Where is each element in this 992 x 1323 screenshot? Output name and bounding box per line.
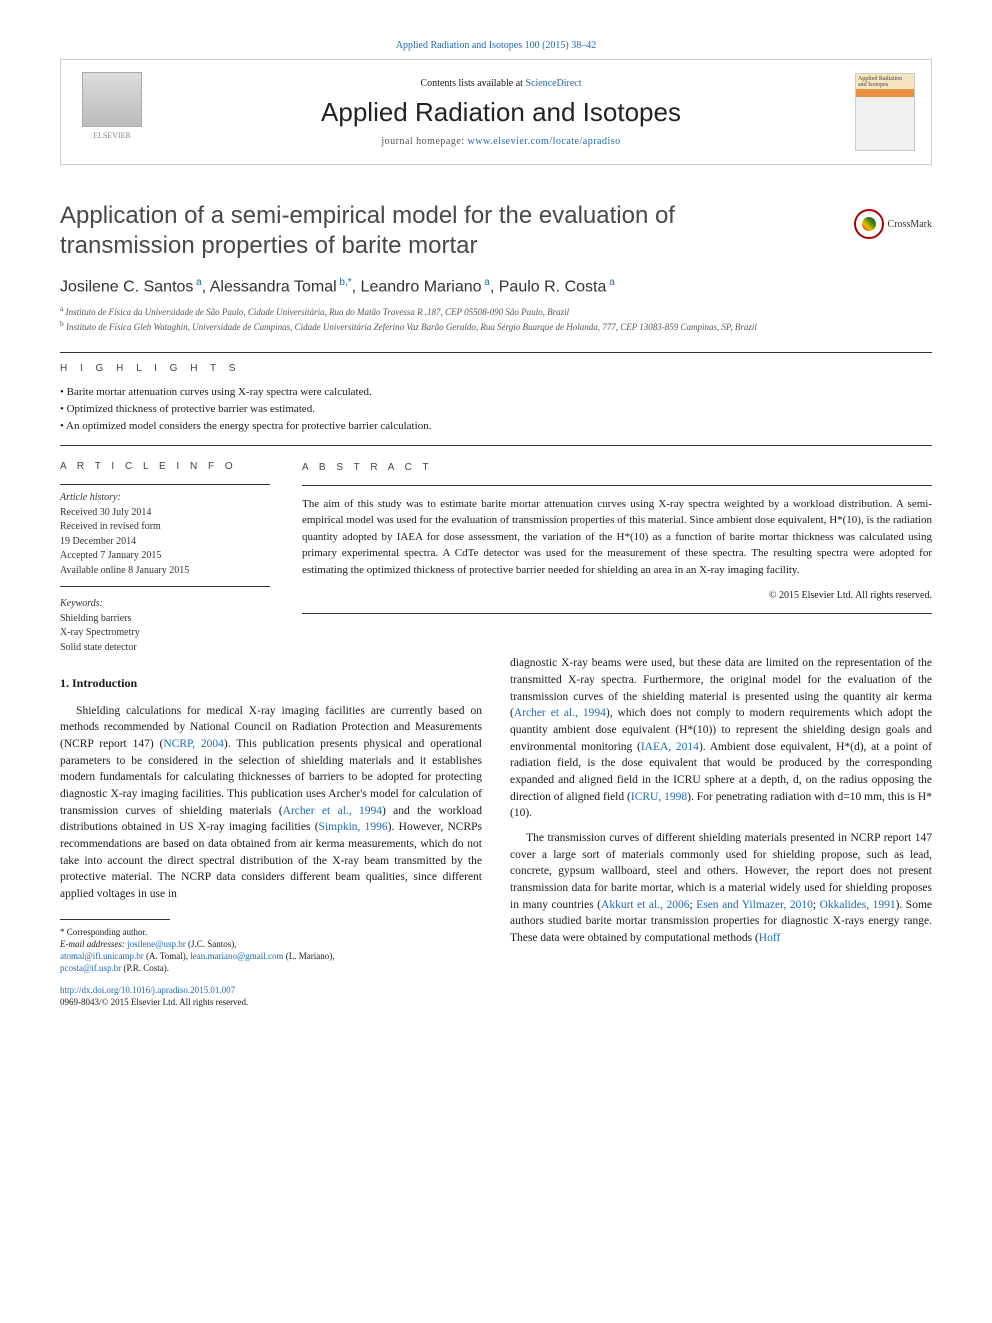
citation-link[interactable]: NCRP, 2004: [163, 738, 224, 750]
highlight-item: Optimized thickness of protective barrie…: [60, 401, 932, 418]
abstract-copyright: © 2015 Elsevier Ltd. All rights reserved…: [302, 588, 932, 603]
homepage-prefix: journal homepage:: [381, 136, 467, 147]
affiliation-b: Instituto de Física Gleb Wataghin, Unive…: [66, 322, 757, 332]
article-info-label: A R T I C L E I N F O: [60, 460, 270, 475]
homepage-line: journal homepage: www.elsevier.com/locat…: [147, 136, 855, 147]
highlight-item: Barite mortar attenuation curves using X…: [60, 384, 932, 401]
keyword: Solid state detector: [60, 641, 270, 656]
authors-line: Josilene C. Santos a, Alessandra Tomal b…: [60, 277, 932, 296]
citation-link[interactable]: Archer et al., 1994: [514, 707, 606, 719]
affiliation-a: Instituto de Física da Universidade de S…: [66, 307, 570, 317]
article-title: Application of a semi-empirical model fo…: [60, 201, 775, 261]
keyword: Shielding barriers: [60, 612, 270, 627]
affiliations: a Instituto de Física da Universidade de…: [60, 304, 932, 333]
issn-copyright: 0969-8043/© 2015 Elsevier Ltd. All right…: [60, 997, 248, 1007]
elsevier-logo: ELSEVIER: [77, 72, 147, 152]
article-info-block: A R T I C L E I N F O Article history: R…: [60, 460, 270, 656]
history-line: Received 30 July 2014: [60, 506, 270, 521]
journal-cover-thumbnail: Applied Radiation and Isotopes: [855, 73, 915, 151]
history-line: 19 December 2014: [60, 535, 270, 550]
body-paragraph: Shielding calculations for medical X-ray…: [60, 703, 482, 903]
footnotes: * Corresponding author. E-mail addresses…: [60, 926, 482, 975]
history-line: Available online 8 January 2015: [60, 564, 270, 579]
body-paragraph: diagnostic X-ray beams were used, but th…: [510, 655, 932, 822]
journal-homepage-link[interactable]: www.elsevier.com/locate/apradiso: [468, 136, 621, 147]
highlights-label: H I G H L I G H T S: [60, 363, 932, 374]
journal-header: ELSEVIER Contents lists available at Sci…: [60, 59, 932, 165]
crossmark-label: CrossMark: [888, 219, 932, 230]
abstract-block: A B S T R A C T The aim of this study wa…: [302, 460, 932, 656]
highlights-list: Barite mortar attenuation curves using X…: [60, 384, 932, 435]
abstract-label: A B S T R A C T: [302, 460, 932, 475]
highlight-item: An optimized model considers the energy …: [60, 418, 932, 435]
citation-link[interactable]: Esen and Yilmazer, 2010: [696, 899, 813, 911]
crossmark-badge[interactable]: CrossMark: [854, 209, 932, 239]
citation-link[interactable]: ICRU, 1998: [631, 791, 687, 803]
citation-link[interactable]: Simpkin, 1996: [319, 821, 388, 833]
keywords-label: Keywords:: [60, 597, 270, 612]
contents-prefix: Contents lists available at: [420, 78, 525, 89]
keyword: X-ray Spectrometry: [60, 626, 270, 641]
journal-title: Applied Radiation and Isotopes: [147, 97, 855, 128]
citation-link[interactable]: Hoff: [759, 932, 781, 944]
sciencedirect-link[interactable]: ScienceDirect: [525, 78, 581, 89]
citation-link[interactable]: Archer et al., 1994: [283, 805, 382, 817]
history-line: Received in revised form: [60, 520, 270, 535]
email-addresses: E-mail addresses: josilene@usp.br (J.C. …: [60, 938, 482, 974]
history-line: Accepted 7 January 2015: [60, 549, 270, 564]
abstract-text: The aim of this study was to estimate ba…: [302, 496, 932, 579]
footer-block: http://dx.doi.org/10.1016/j.apradiso.201…: [60, 984, 482, 1008]
email-link[interactable]: pcosta@if.usp.br: [60, 963, 121, 973]
cover-text: Applied Radiation and Isotopes: [856, 74, 914, 90]
elsevier-tree-icon: [82, 72, 142, 127]
email-link[interactable]: josilene@usp.br: [127, 939, 186, 949]
citation-link[interactable]: IAEA, 2014: [641, 741, 699, 753]
corresponding-author-note: * Corresponding author.: [60, 926, 482, 938]
citation-link[interactable]: Akkurt et al., 2006: [601, 899, 689, 911]
crossmark-icon: [854, 209, 884, 239]
doi-link[interactable]: http://dx.doi.org/10.1016/j.apradiso.201…: [60, 985, 235, 995]
journal-reference: Applied Radiation and Isotopes 100 (2015…: [60, 40, 932, 51]
contents-line: Contents lists available at ScienceDirec…: [147, 78, 855, 89]
body-paragraph: The transmission curves of different shi…: [510, 830, 932, 947]
elsevier-label: ELSEVIER: [93, 131, 131, 140]
email-link[interactable]: lean.mariano@gmail.com: [190, 951, 283, 961]
history-label: Article history:: [60, 491, 270, 506]
citation-link[interactable]: Okkalides, 1991: [820, 899, 896, 911]
email-link[interactable]: atomal@ifi.unicamp.br: [60, 951, 144, 961]
introduction-heading: 1. Introduction: [60, 675, 482, 692]
